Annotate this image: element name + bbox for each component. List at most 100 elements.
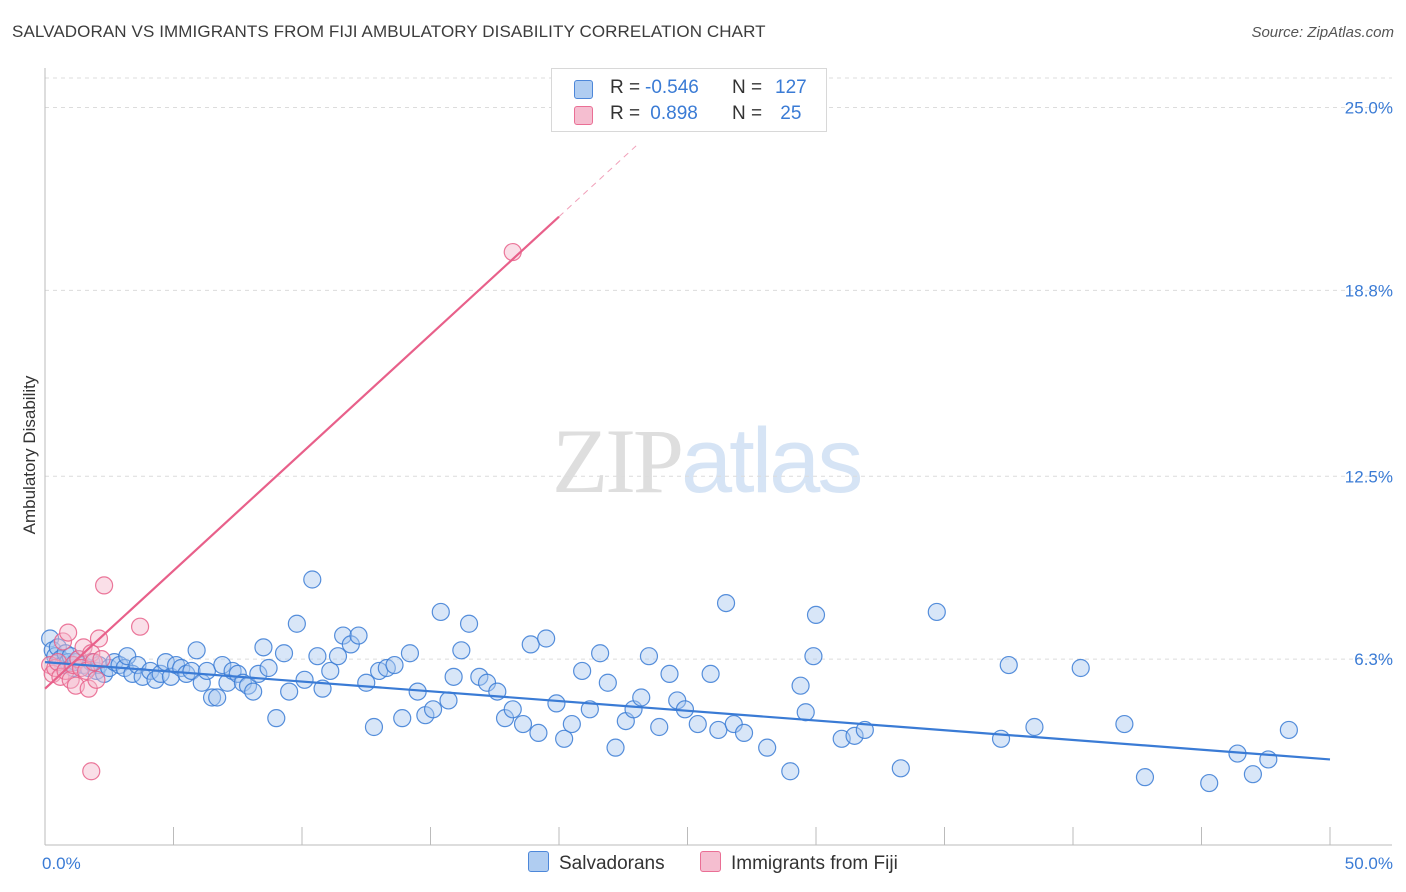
salvadorans-point xyxy=(529,723,548,743)
salvadorans-point xyxy=(197,661,217,681)
salvadorans-point xyxy=(439,691,458,710)
bottom-legend-fiji: Immigrants from Fiji xyxy=(700,851,898,875)
salvadorans-point xyxy=(254,638,273,657)
salvadorans-point xyxy=(650,717,669,737)
salvadorans-point xyxy=(513,714,533,734)
salvadorans-point xyxy=(806,605,826,625)
salvadorans-point xyxy=(537,629,556,648)
salvadorans-point xyxy=(734,723,754,743)
salvadorans-point xyxy=(758,738,777,757)
salvadorans-point xyxy=(328,647,348,666)
salvadorans-point xyxy=(1071,658,1090,678)
salvadorans-point xyxy=(845,726,864,745)
salvadorans-point xyxy=(259,658,278,678)
x-tick-label: 50.0% xyxy=(1345,854,1393,873)
salvadorans-point xyxy=(385,655,404,675)
salvadorans-point xyxy=(452,641,471,660)
salvadorans-point xyxy=(716,593,736,613)
salvadorans-point xyxy=(891,759,910,778)
watermark-atlas: atlas xyxy=(681,410,863,512)
salvadorans-point xyxy=(573,661,592,681)
salvadorans-point xyxy=(598,673,617,692)
legend: R = -0.546 N = 127 R = 0.898 N = 25 xyxy=(551,68,827,132)
fiji-point xyxy=(87,670,106,689)
salvadorans-point xyxy=(804,647,823,666)
salvadorans-point xyxy=(213,655,232,675)
y-tick-label: 6.3% xyxy=(1354,650,1393,669)
fiji-point xyxy=(92,650,111,669)
salvadorans-point xyxy=(444,667,463,686)
legend-n-label: N = xyxy=(732,103,763,124)
bottom-legend-swatch-fiji xyxy=(700,851,721,872)
fiji-trend-extension xyxy=(558,145,637,218)
salvadorans-point xyxy=(244,682,263,701)
fiji-point xyxy=(95,576,114,595)
salvadorans-point xyxy=(303,570,322,589)
legend-r-label: R = xyxy=(610,103,641,124)
salvadorans-point xyxy=(1025,717,1044,737)
fiji-point xyxy=(53,632,73,651)
salvadorans-point xyxy=(1115,714,1134,734)
salvadorans-point xyxy=(187,641,206,660)
salvadorans-point xyxy=(349,626,368,645)
salvadorans-point xyxy=(308,647,327,666)
salvadorans-trend-line xyxy=(44,661,1331,761)
salvadorans-point xyxy=(267,709,286,728)
bottom-legend-label-fiji: Immigrants from Fiji xyxy=(731,853,898,874)
legend-n-value: 25 xyxy=(775,103,802,124)
fiji-point xyxy=(82,762,101,781)
salvadorans-point xyxy=(295,670,314,689)
salvadorans-point xyxy=(927,602,946,622)
fiji-point xyxy=(61,670,80,689)
salvadorans-point xyxy=(503,700,522,719)
y-tick-label: 12.5% xyxy=(1345,467,1393,486)
y-tick-label: 25.0% xyxy=(1345,99,1393,118)
salvadorans-point xyxy=(228,664,247,684)
salvadorans-point xyxy=(1279,720,1298,740)
fiji-point xyxy=(59,623,78,642)
salvadorans-point xyxy=(364,717,384,737)
salvadorans-point xyxy=(182,661,201,681)
source-label: Source: ZipAtlas.com xyxy=(1251,24,1394,41)
y-tick-label: 18.8% xyxy=(1345,281,1393,300)
salvadorans-point xyxy=(701,664,720,684)
fiji-point xyxy=(130,617,150,636)
salvadorans-point xyxy=(521,635,540,654)
legend-swatch-fiji xyxy=(574,106,593,125)
salvadorans-point xyxy=(202,688,222,707)
salvadorans-point xyxy=(400,644,420,663)
legend-r-value: -0.546 xyxy=(645,77,699,98)
fiji-point xyxy=(51,667,70,686)
salvadorans-point xyxy=(287,614,306,633)
salvadorans-point xyxy=(562,714,581,734)
salvadorans-point xyxy=(321,661,340,681)
salvadorans-point xyxy=(991,729,1011,748)
salvadorans-point xyxy=(855,720,874,740)
bottom-legend-swatch-salvadorans xyxy=(528,851,549,872)
salvadorans-point xyxy=(660,664,679,684)
salvadorans-point xyxy=(688,714,707,734)
watermark: ZIPatlas xyxy=(552,408,863,514)
salvadorans-point xyxy=(591,644,610,663)
bottom-legend-salvadorans: Salvadorans xyxy=(528,851,665,875)
watermark-zip: ZIP xyxy=(552,410,684,512)
salvadorans-point xyxy=(781,762,800,781)
salvadorans-point xyxy=(431,602,450,622)
x-tick-label: 0.0% xyxy=(42,854,81,873)
bottom-legend-label-salvadorans: Salvadorans xyxy=(559,853,665,874)
salvadorans-point xyxy=(606,738,625,757)
salvadorans-point xyxy=(1243,765,1263,784)
legend-r-label: R = xyxy=(610,77,641,98)
salvadorans-point xyxy=(1135,768,1155,787)
legend-n-label: N = xyxy=(732,77,763,98)
salvadorans-point xyxy=(632,688,651,707)
salvadorans-point xyxy=(555,729,574,748)
salvadorans-point xyxy=(274,644,294,663)
salvadorans-point xyxy=(791,676,810,695)
fiji-trend-line xyxy=(44,215,560,690)
legend-r-value: 0.898 xyxy=(645,103,698,124)
salvadorans-point xyxy=(709,720,728,740)
salvadorans-point xyxy=(459,614,479,633)
salvadorans-point xyxy=(393,709,412,728)
